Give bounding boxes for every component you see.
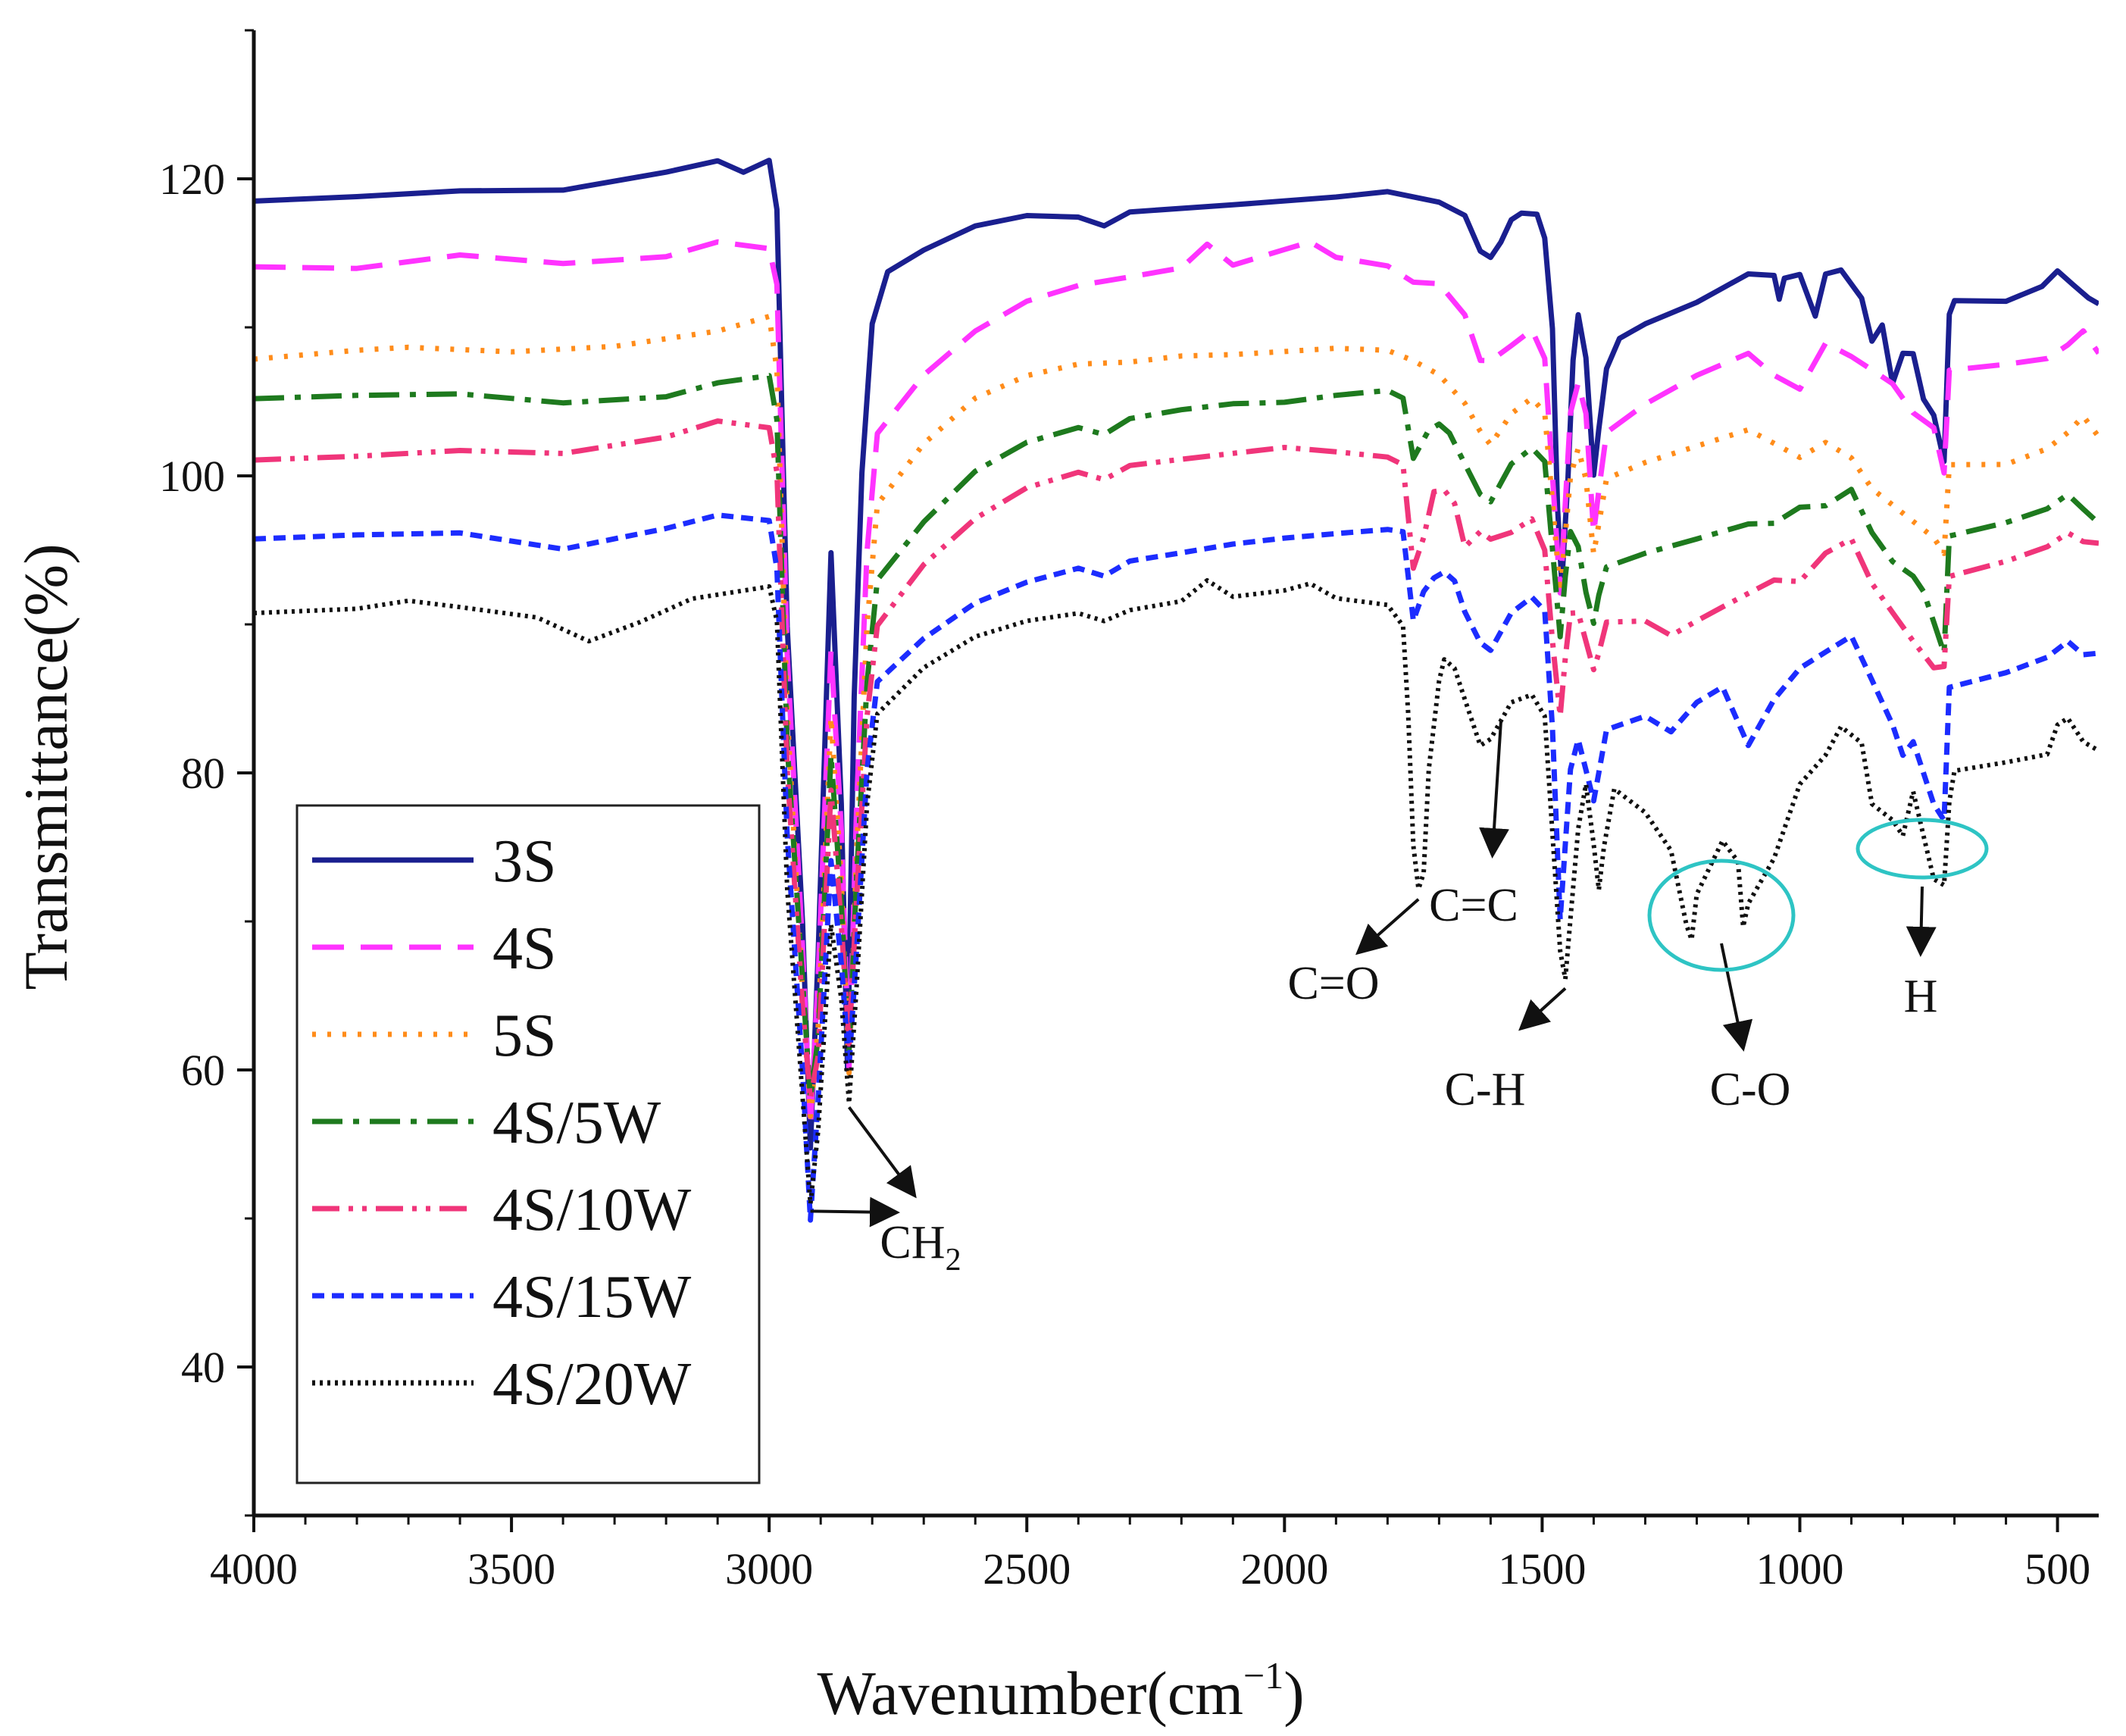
series-line-4s <box>254 239 2099 1130</box>
ticks-layer: 4000 3500 3000 2500 2000 1500 1000 500 40 60 80 100… <box>159 29 2090 1594</box>
y-tick-label: 80 <box>181 749 225 798</box>
x-axis-title: Wavenumber(cm−1) <box>817 1654 1304 1728</box>
annotation-arrow <box>1518 987 1567 1031</box>
legend-label: 5S <box>492 1003 557 1069</box>
series-layer <box>254 158 2099 1223</box>
legend-label: 4S/20W <box>492 1351 692 1418</box>
x-tick-label: 1000 <box>1756 1544 1844 1594</box>
y-tick-label: 40 <box>181 1343 225 1392</box>
x-axis-title-main: Wavenumber(cm <box>817 1659 1243 1728</box>
x-axis-title-close: ) <box>1283 1659 1304 1728</box>
y-tick-label: 100 <box>159 452 225 501</box>
y-tick-label: 60 <box>181 1046 225 1095</box>
x-tick-label: 500 <box>2024 1544 2090 1594</box>
annotation-arrow <box>1906 886 1937 957</box>
x-tick-label: 3500 <box>467 1544 555 1594</box>
annotation-arrow <box>847 1106 917 1199</box>
x-axis-title-sup: −1 <box>1243 1654 1283 1697</box>
annotation-arrow <box>810 1196 900 1228</box>
legend-label: 4S <box>492 915 557 982</box>
annotation-label: CH2 <box>880 1217 961 1278</box>
annotation-label: H <box>1904 971 1938 1022</box>
x-tick-label: 4000 <box>210 1544 298 1594</box>
series-line-4s-20w <box>254 578 2099 1206</box>
highlight-ellipse-c-o <box>1647 859 1796 972</box>
x-tick-label: 2500 <box>983 1544 1071 1594</box>
annotation-label: C=C <box>1429 880 1518 931</box>
annotation-label: C-O <box>1710 1064 1791 1115</box>
x-tick-label: 3000 <box>725 1544 813 1594</box>
annotation-arrow <box>1479 721 1509 859</box>
legend-label: 4S/15W <box>492 1264 692 1331</box>
annotation-layer: CH2 C=O C=C C-H C-O H <box>810 721 1989 1278</box>
annotation-subscript: 2 <box>946 1243 961 1278</box>
annotation-arrow <box>1355 898 1420 956</box>
series-line-4s-5w <box>254 373 2099 1102</box>
y-axis-title: Transmittance(%) <box>11 543 80 990</box>
legend-label: 4S/5W <box>492 1090 661 1156</box>
y-tick-label: 120 <box>159 155 225 204</box>
legend-box <box>295 804 761 1484</box>
highlight-ellipse-h <box>1856 818 1989 880</box>
legend: 3S 4S 5S 4S/5W 4S/10W 4S/15W 4S/20W <box>295 804 761 1484</box>
legend-label: 4S/10W <box>492 1177 692 1243</box>
series-line-4s-15w <box>254 512 2099 1223</box>
annotation-label: C-H <box>1445 1064 1526 1115</box>
legend-label: 3S <box>492 828 557 895</box>
series-line-4s-10w <box>254 418 2099 1102</box>
x-tick-label: 2000 <box>1240 1544 1328 1594</box>
annotation-label: C=O <box>1287 958 1379 1009</box>
x-tick-label: 1500 <box>1498 1544 1586 1594</box>
annotation-arrow <box>1720 943 1753 1052</box>
